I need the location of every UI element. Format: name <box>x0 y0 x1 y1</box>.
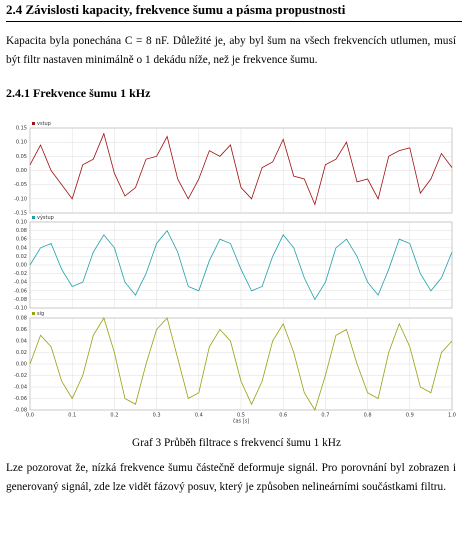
y-tick-label: -0.08 <box>14 408 27 414</box>
legend-swatch <box>32 312 35 315</box>
figure: -0.15 -0.10 -0.05 0.00 0.05 0.10 0.15 vstup -0.1… <box>14 121 456 425</box>
y-tick-label: -0.15 <box>14 211 27 217</box>
y-tick-label: -0.06 <box>14 288 27 294</box>
y-tick-label: -0.06 <box>14 396 27 402</box>
x-tick-label: 0.8 <box>364 413 372 419</box>
y-tick-label: -0.05 <box>14 182 27 188</box>
x-tick-label: 0.0 <box>26 413 34 419</box>
paragraph: Kapacita byla ponechána C = 8 nF. Důleži… <box>6 35 456 66</box>
series-line <box>29 132 453 206</box>
x-tick-label: 0.4 <box>195 413 203 419</box>
y-tick-label: 0.15 <box>16 126 27 132</box>
paragraph: Lze pozorovat že, nízká frekvence šumu č… <box>6 462 456 493</box>
y-tick-label: 0.10 <box>16 220 27 226</box>
x-tick-label: 0.9 <box>406 413 414 419</box>
y-tick-label: -0.02 <box>14 271 27 277</box>
legend-label: vstup <box>37 121 51 127</box>
section-heading: 2.4 Závislosti kapacity, frekvence šumu … <box>6 2 462 22</box>
y-tick-label: 0.06 <box>16 237 27 243</box>
x-tick-label: 0.2 <box>110 413 118 419</box>
x-tick-label: 1.0 <box>448 413 456 419</box>
legend-swatch <box>32 122 35 125</box>
y-tick-label: 0.00 <box>16 362 27 368</box>
y-tick-label: -0.10 <box>14 196 27 202</box>
y-tick-label: 0.00 <box>16 263 27 269</box>
y-tick-label: 0.05 <box>16 154 27 160</box>
legend-label: sig <box>37 311 44 317</box>
y-tick-label: -0.04 <box>14 385 27 391</box>
y-tick-label: 0.02 <box>16 350 27 356</box>
x-axis-label: čas [s] <box>233 418 250 425</box>
series-line <box>29 229 453 301</box>
y-tick-label: 0.04 <box>16 245 27 251</box>
y-tick-label: -0.08 <box>14 297 27 303</box>
y-tick-label: 0.08 <box>16 228 27 234</box>
text-block: Kapacita byla ponechána C = 8 nF. Důleži… <box>6 32 456 70</box>
x-tick-label: 0.5 <box>237 413 245 419</box>
y-tick-label: -0.04 <box>14 280 27 286</box>
legend-swatch <box>32 216 35 219</box>
y-tick-label: 0.10 <box>16 140 27 146</box>
y-tick-label: -0.02 <box>14 373 27 379</box>
subsection-heading: 2.4.1 Frekvence šumu 1 kHz <box>6 86 151 100</box>
y-tick-label: 0.08 <box>16 316 27 322</box>
y-tick-label: 0.02 <box>16 254 27 260</box>
y-tick-label: 0.06 <box>16 327 27 333</box>
legend-label: výstup <box>37 214 54 221</box>
x-tick-label: 0.7 <box>321 413 329 419</box>
x-tick-label: 0.1 <box>68 413 76 419</box>
x-tick-label: 0.6 <box>279 413 287 419</box>
x-tick-label: 0.3 <box>153 413 161 419</box>
text-block: Lze pozorovat že, nízká frekvence šumu č… <box>6 459 456 497</box>
y-tick-label: -0.10 <box>14 306 27 312</box>
y-tick-label: 0.04 <box>16 339 27 345</box>
figure-caption: Graf 3 Průběh filtrace s frekvencí šumu … <box>132 437 341 449</box>
series-line <box>29 317 453 411</box>
y-tick-label: 0.00 <box>16 168 27 174</box>
